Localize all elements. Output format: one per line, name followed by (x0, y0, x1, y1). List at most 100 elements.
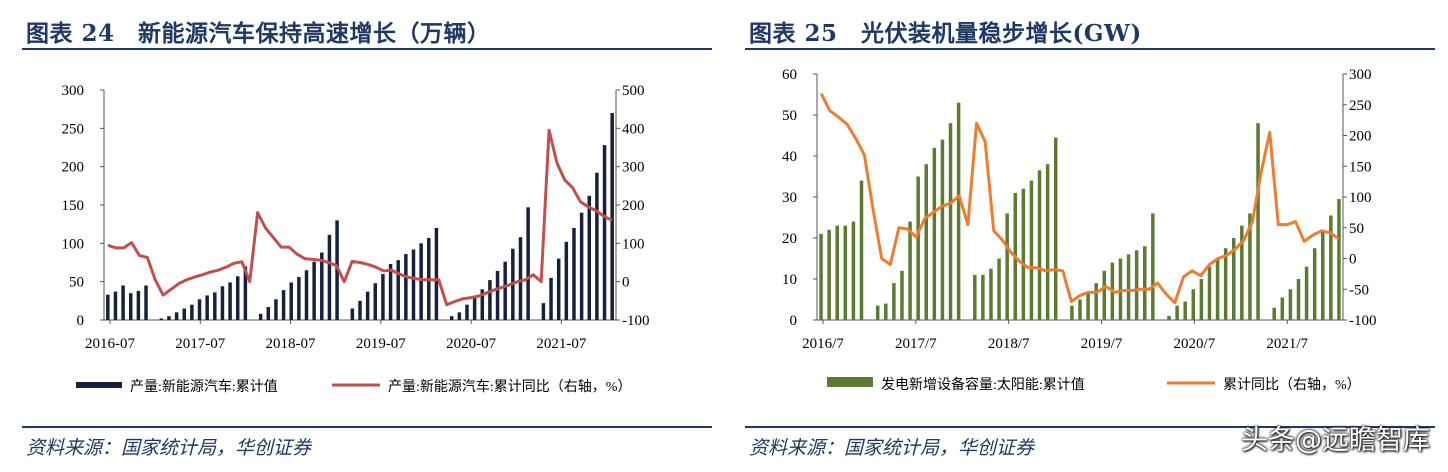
bar (1337, 199, 1341, 320)
bar (106, 294, 110, 320)
bar (213, 292, 217, 320)
bar (274, 299, 278, 320)
bar (1240, 225, 1244, 320)
bar (258, 313, 263, 320)
bar (281, 290, 286, 320)
bar (228, 282, 232, 320)
bar (144, 285, 148, 320)
source-divider (745, 426, 1435, 428)
nev-chart: 0 50 100 150 200 250 300 -100 0 100 200 300 400 500 20… (62, 83, 650, 395)
source-divider (22, 426, 712, 428)
x-tick-label: 2016/7 (802, 336, 844, 352)
y-tick-label-right: -100 (622, 313, 650, 329)
bar (851, 221, 856, 320)
x-tick-label: 2020/7 (1174, 336, 1216, 352)
y-tick-label-right: 300 (1349, 67, 1372, 83)
bar (1037, 170, 1042, 320)
bar (419, 243, 423, 320)
bar (167, 316, 171, 320)
bar (434, 228, 439, 320)
watermark: 头条@远瞻智库 (1241, 425, 1430, 456)
x-tick-label: 2017-07 (175, 336, 225, 352)
bar (205, 295, 209, 320)
bar (1094, 283, 1098, 320)
bar (1215, 258, 1220, 320)
bar (572, 228, 576, 320)
bar (1256, 123, 1260, 320)
bar (948, 123, 953, 320)
y-tick-label-left: 100 (62, 236, 85, 252)
y-tick-label-right: 400 (622, 121, 645, 137)
x-tick-label: 2021-07 (536, 336, 586, 352)
bar (136, 290, 141, 320)
bar (819, 233, 823, 320)
bar (997, 258, 1001, 320)
legend-label-bar: 发电新增设备容量:太阳能:累计值 (881, 376, 1085, 393)
bar (381, 274, 385, 320)
bar (932, 147, 937, 320)
bar (835, 225, 839, 320)
bar (472, 297, 477, 320)
bar (327, 234, 332, 320)
legend-label-bar: 产量:新能源汽车:累计值 (130, 378, 278, 395)
y-tick-label-left: 50 (782, 108, 797, 124)
bar (1296, 279, 1301, 320)
bar (1134, 250, 1139, 320)
y-tick-label-left: 250 (62, 121, 85, 137)
bar (518, 237, 523, 320)
bar (449, 316, 454, 320)
bar (827, 229, 831, 320)
bar (924, 164, 928, 320)
bar (1183, 301, 1187, 320)
y-tick-label-left: 40 (782, 149, 797, 165)
bar (875, 305, 880, 320)
bar (304, 270, 309, 320)
source-note: 资料来源：国家统计局，华创证券 (749, 437, 1035, 459)
bar (587, 195, 592, 320)
bar (480, 289, 485, 320)
chart-panel-nev: 图表 24 新能源汽车保持高速增长（万辆） 0 50 100 150 200 250 300… (22, 0, 712, 472)
bar (503, 261, 507, 320)
source-note: 资料来源：国家统计局，华创证券 (26, 437, 312, 459)
bar (128, 293, 133, 320)
chart-title: 图表 25 光伏装机量稳步增长(GW) (749, 20, 1142, 47)
y-tick-label-right: 0 (622, 275, 630, 291)
y-tick-label-left: 30 (782, 190, 797, 206)
bar (411, 249, 416, 320)
bar (916, 176, 920, 320)
bar (358, 300, 362, 320)
bar (1272, 307, 1276, 320)
series-line (107, 128, 613, 307)
y-tick-label-left: 0 (77, 313, 85, 329)
bar (365, 291, 370, 320)
bar (1126, 254, 1131, 320)
bar (1312, 248, 1317, 320)
x-tick-label: 2018/7 (988, 336, 1030, 352)
bar (1070, 305, 1074, 320)
x-tick-label: 2017/7 (895, 336, 937, 352)
bar (541, 303, 546, 320)
bar (595, 172, 599, 320)
x-tick-label: 2016-07 (85, 336, 135, 352)
bar (1207, 266, 1212, 320)
bar (320, 252, 324, 320)
bar (297, 277, 301, 320)
bar (1029, 180, 1034, 320)
bar (843, 225, 848, 320)
bar (388, 264, 393, 320)
y-tick-label-right: 50 (1349, 221, 1364, 237)
bar (610, 113, 614, 320)
y-tick-label-left: 50 (69, 275, 84, 291)
bar (197, 299, 202, 320)
y-tick-label-right: 100 (1349, 190, 1372, 206)
bar (884, 303, 888, 320)
bar (1304, 266, 1309, 320)
bar (1321, 229, 1325, 320)
bar (373, 283, 378, 320)
chart-panel-pv: 图表 25 光伏装机量稳步增长(GW) 0 10 20 30 40 50 60 -100 -50… (745, 0, 1435, 472)
y-tick-label-right: 0 (1349, 252, 1357, 268)
bar (235, 276, 240, 320)
y-tick-label-right: 300 (622, 160, 645, 176)
bar (404, 254, 408, 320)
bar (121, 285, 125, 320)
